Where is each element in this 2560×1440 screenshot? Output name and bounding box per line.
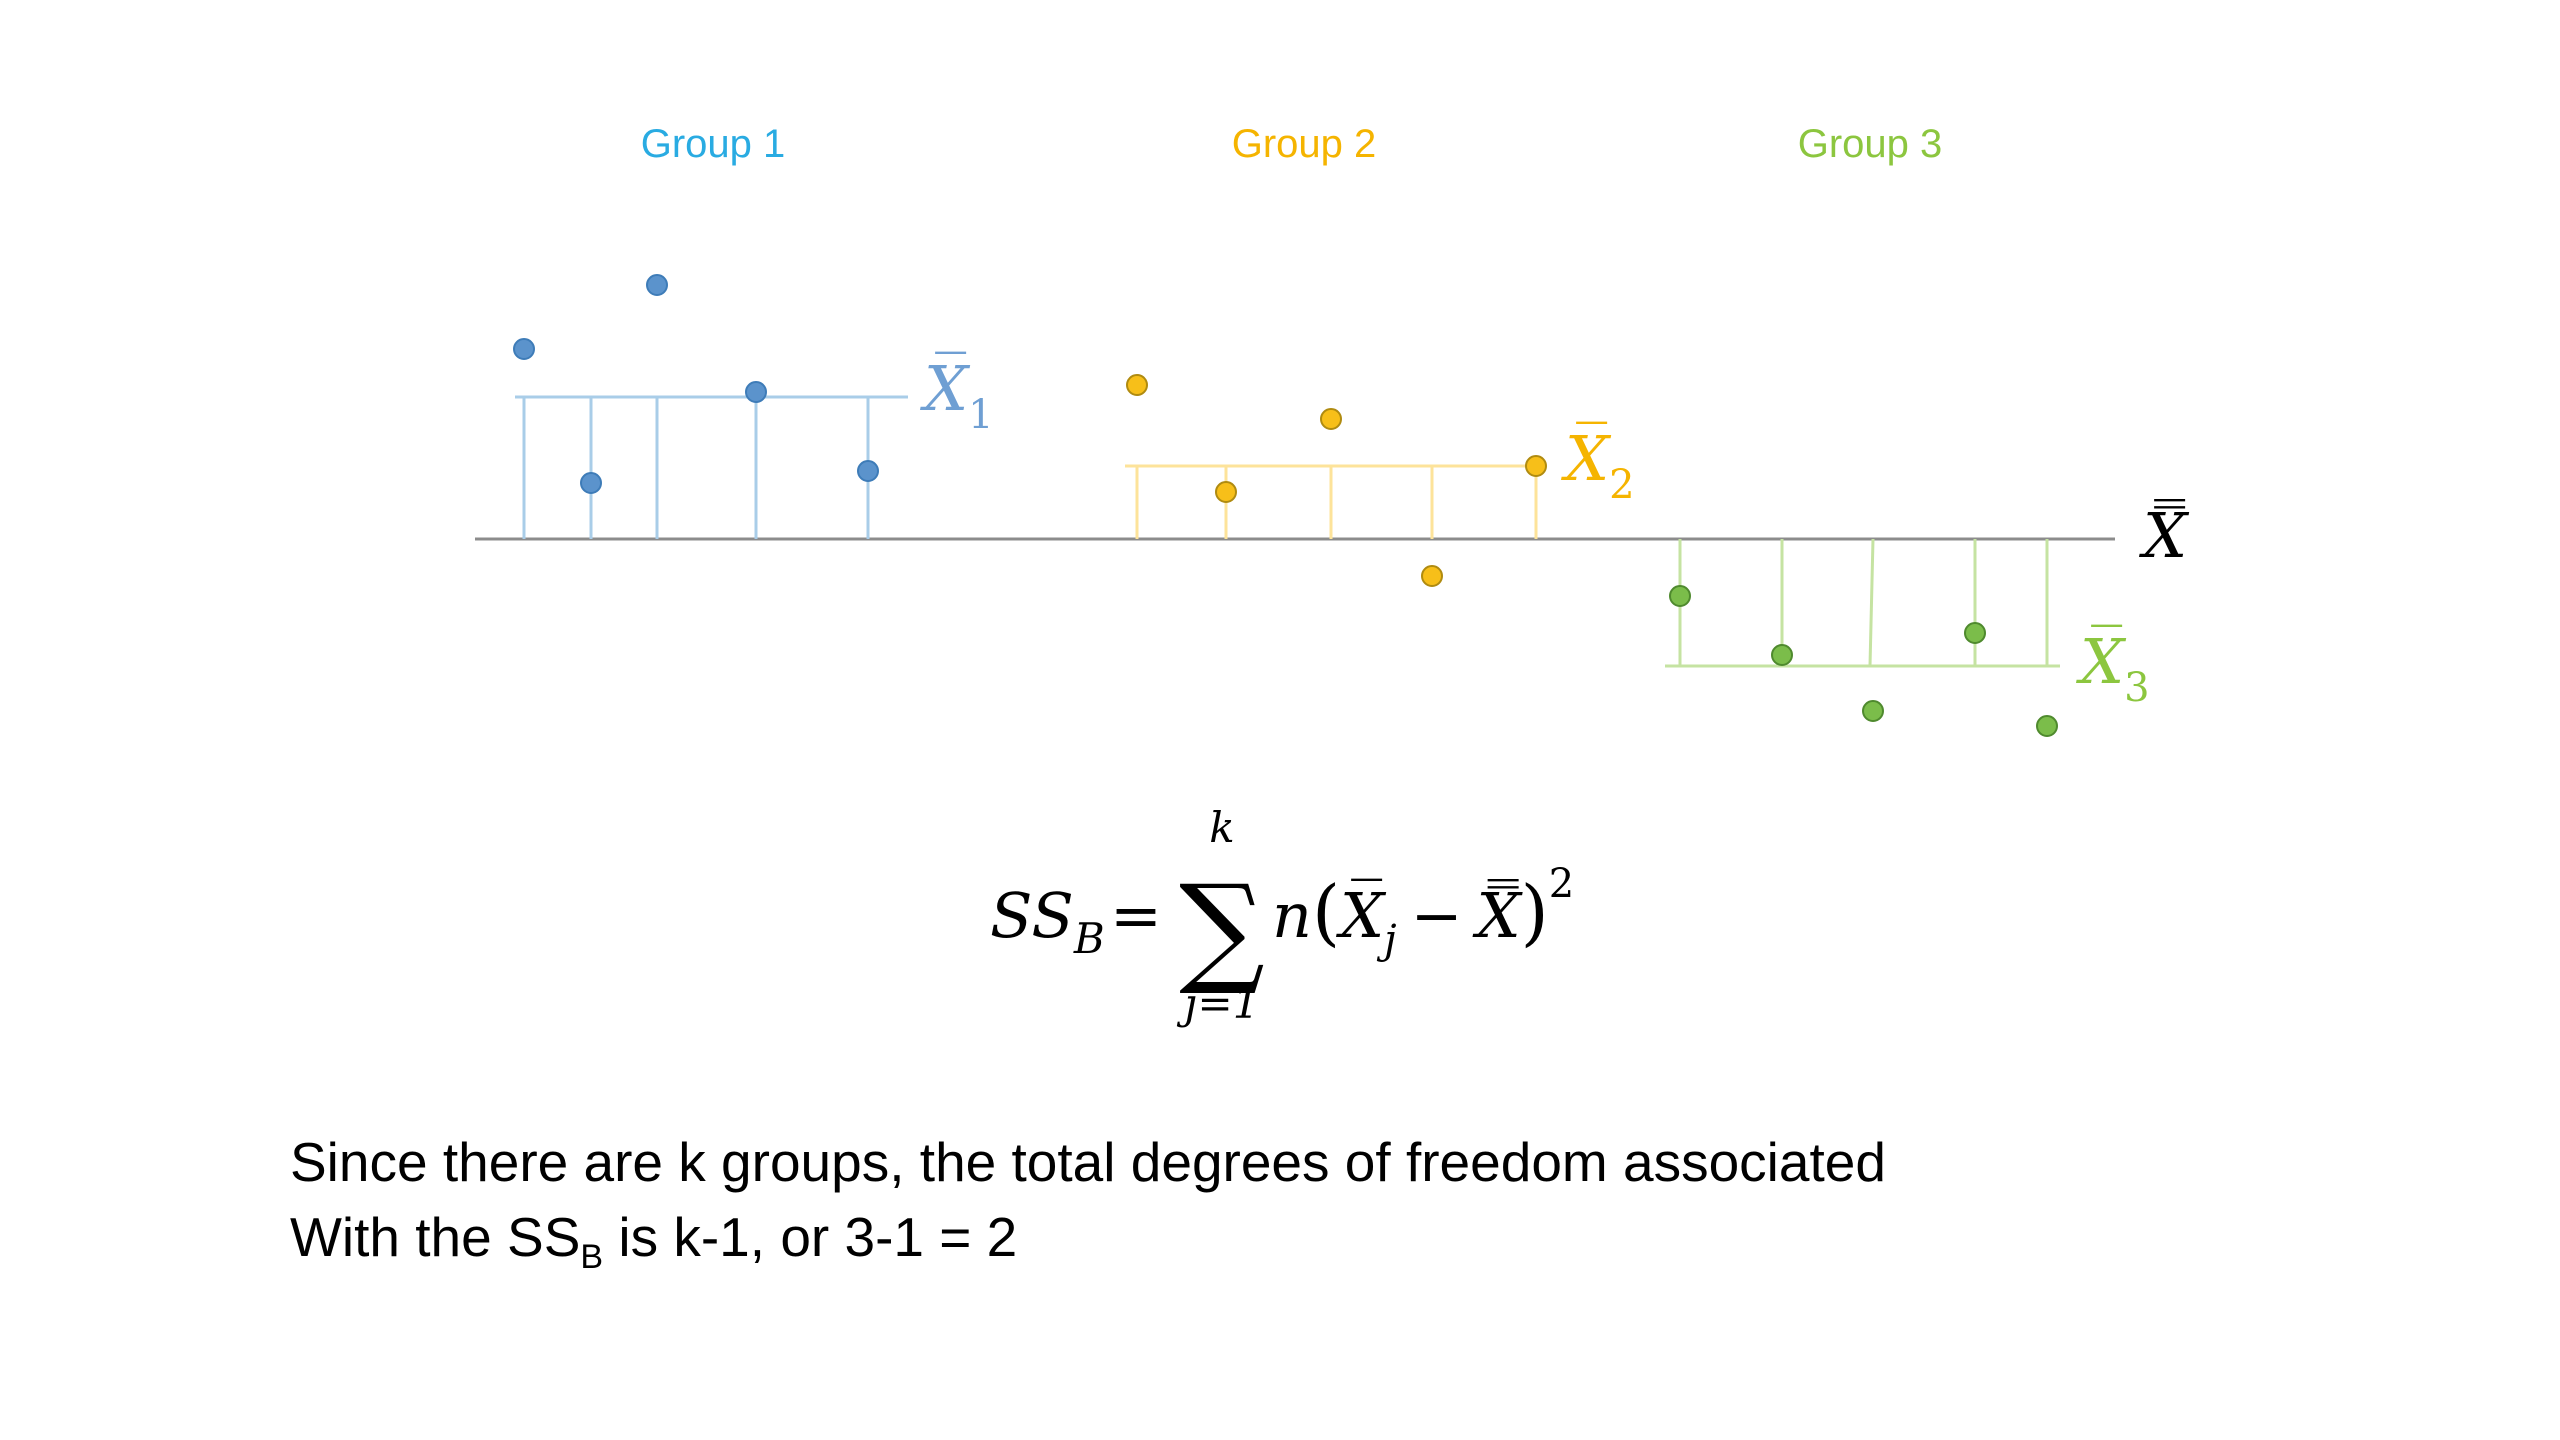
group-2-point [1215, 481, 1237, 503]
caption-line-2-sub: B [580, 1238, 604, 1276]
group-3-residual [1868, 538, 1875, 667]
ssb-formula: SSB = k ∑ j=1 n(X̅j − X̿)2 [990, 803, 1574, 1028]
group-1-points [513, 274, 879, 494]
group-2-point [1525, 455, 1547, 477]
group-1-point [580, 472, 602, 494]
group-3-point [1964, 622, 1986, 644]
group-3-point [1862, 700, 1884, 722]
group-2-points [1126, 374, 1547, 587]
caption-line-2-end: is k-1, or 3-1 = 2 [603, 1206, 1018, 1268]
caption-line-1: Since there are k groups, the total degr… [290, 1131, 1886, 1193]
group-1-point [857, 460, 879, 482]
formula-equals: = [1110, 879, 1162, 952]
formula-sum-upper: k [1209, 803, 1234, 852]
group-3-point [1771, 644, 1793, 666]
group-2-point [1421, 565, 1443, 587]
grand-mean-label: X̿ [2139, 499, 2190, 572]
group-1-point [513, 338, 535, 360]
group-1-mean-label: X̅1 [920, 352, 994, 438]
group-3-point [1669, 585, 1691, 607]
group-2-label: Group 2 [1232, 122, 1377, 166]
group-3-residuals [1665, 538, 2060, 668]
group-3-label: Group 3 [1798, 122, 1943, 166]
group-2-point [1320, 408, 1342, 430]
group-1-residuals [515, 395, 908, 539]
group-1-label: Group 1 [641, 122, 786, 166]
group-3-points [1669, 585, 2058, 737]
group-2-residuals [1125, 464, 1545, 539]
caption-line-2-start: With the SS [290, 1206, 581, 1268]
caption: Since there are k groups, the total degr… [290, 1125, 2390, 1275]
group-1-point [745, 381, 767, 403]
caption-line-2: With the SSB is k-1, or 3-1 = 2 [290, 1200, 2390, 1275]
formula-body: n(X̅j − X̿)2 [1272, 861, 1574, 963]
formula-sum-lower: j=1 [1177, 979, 1260, 1028]
group-3-point [2036, 715, 2058, 737]
group-3-mean-label: X̅3 [2076, 625, 2150, 711]
group-1-point [646, 274, 668, 296]
formula-lhs: SSB [990, 879, 1105, 963]
group-2-point [1126, 374, 1148, 396]
group-2-mean-label: X̅2 [1561, 422, 1635, 508]
formula-sum-symbol: ∑ [1179, 860, 1265, 999]
